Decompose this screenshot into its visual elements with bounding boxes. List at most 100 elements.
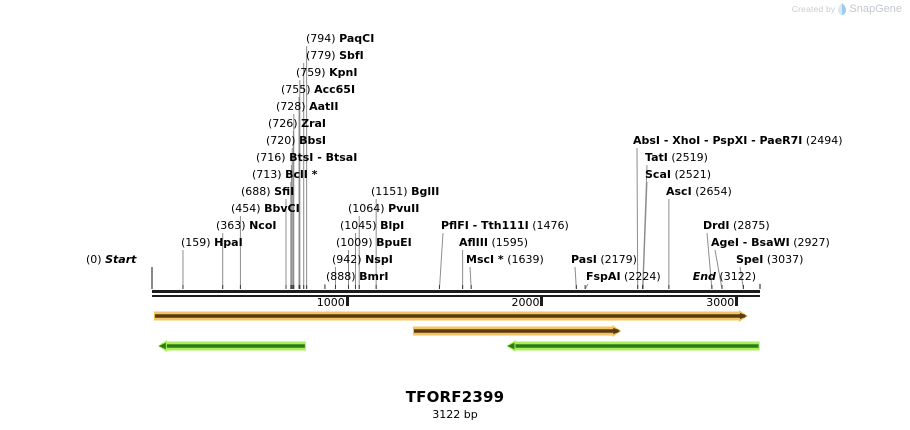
enzyme-name: SpeI [736,253,764,266]
end-text: End [692,270,716,283]
enzyme-position: (1045) [340,219,377,232]
enzyme-position: (755) [281,83,311,96]
enzyme-name: PasI [571,253,597,266]
enzyme-position: (1064) [348,202,385,215]
enzyme-name: BlpI [380,219,405,232]
ruler-primary-bar [152,290,760,293]
restriction-site-label: AflIII (1595) [459,237,528,249]
start-terminus-label: (0) Start [86,254,136,266]
sequence-length: 3122 bp [432,408,478,421]
restriction-site-label: (1009) BpuEI [336,237,412,249]
restriction-site-label: SpeI (3037) [736,254,803,266]
restriction-site-label: PflFI - Tth111I (1476) [441,220,569,232]
snapgene-flask-icon [838,3,847,15]
enzyme-name: BclI * [285,168,318,181]
restriction-site-label: (728) AatII [276,101,338,113]
leader-line [438,232,444,290]
leader-line [739,266,744,290]
end-position: (3122) [719,270,756,283]
enzyme-position: (1639) [507,253,544,266]
enzyme-position: (3037) [766,253,804,266]
enzyme-position: (716) [256,151,286,164]
restriction-site-label: MscI * (1639) [466,254,544,266]
enzyme-position: (794) [306,32,336,45]
enzyme-name: FspAI [586,270,621,283]
enzyme-name: TatI [645,151,668,164]
restriction-site-label: (1064) PvuII [348,203,419,215]
restriction-site-label: (713) BclI * [252,169,317,181]
restriction-site-label: PasI (2179) [571,254,637,266]
restriction-site-label: (688) SfiI [241,186,294,198]
enzyme-position: (2927) [793,236,830,249]
enzyme-position: (2654) [695,185,732,198]
restriction-site-label: (720) BbsI [266,135,326,147]
feature-arrow-head [739,312,747,320]
enzyme-name: HpaI [214,236,243,249]
enzyme-position: (728) [276,100,306,113]
enzyme-name: KpnI [329,66,358,79]
restriction-site-label: DrdI (2875) [703,220,770,232]
enzyme-position: (779) [306,49,336,62]
enzyme-name: BglII [411,185,440,198]
enzyme-position: (363) [216,219,246,232]
enzyme-name: DrdI [703,219,730,232]
enzyme-position: (2875) [733,219,770,232]
enzyme-name: ZraI [301,117,327,130]
enzyme-position: (159) [181,236,211,249]
enzyme-name: ScaI [645,168,671,181]
enzyme-position: (720) [266,134,296,147]
ruler-tick-label-1000: 1000 [316,296,345,309]
ruler-tick-label-2000: 2000 [511,296,540,309]
enzyme-name: PvuII [388,202,420,215]
restriction-site-label: AgeI - BsaWI (2927) [711,237,830,249]
leader-line [714,249,723,290]
restriction-site-label: (1151) BglII [371,186,439,198]
enzyme-position: (1009) [336,236,373,249]
ruler-tick-label-3000: 3000 [706,296,735,309]
restriction-site-label: (755) Acc65I [281,84,355,96]
sequence-name: TFORF2399 [405,388,505,406]
enzyme-position: (726) [268,117,298,130]
enzyme-position: (454) [231,202,261,215]
enzyme-name: BbsI [299,134,326,147]
restriction-site-label: AbsI - XhoI - PspXI - PaeR7I (2494) [633,135,842,147]
enzyme-position: (942) [332,253,362,266]
enzyme-position: (1595) [491,236,529,249]
enzyme-name: BmrI [359,270,389,283]
feature-arrow-head [158,342,166,350]
enzyme-position: (1476) [532,219,569,232]
enzyme-position: (1151) [371,185,408,198]
leader-line [636,147,639,290]
watermark-brand: SnapGene [849,3,902,15]
enzyme-name: SfiI [274,185,295,198]
restriction-site-label: (779) SbfI [306,50,364,62]
restriction-site-label: (759) KpnI [296,67,357,79]
feature-arrow [153,310,748,322]
restriction-site-label: (942) NspI [332,254,393,266]
ruler-secondary-bar [152,295,760,297]
start-position: (0) [86,253,102,266]
enzyme-name: NcoI [249,219,277,232]
end-terminus-label: End (3122) [693,271,756,283]
start-text: Start [105,253,137,266]
enzyme-name: BtsI - BtsaI [289,151,358,164]
restriction-site-label: (454) BbvCI [231,203,300,215]
enzyme-name: PflFI - Tth111I [441,219,529,232]
feature-arrow-head [613,327,621,335]
enzyme-name: AatII [309,100,339,113]
enzyme-position: (2179) [600,253,637,266]
enzyme-name: BbvCI [264,202,300,215]
watermark-prefix: Created by [791,4,836,14]
enzyme-name: AgeI - BsaWI [711,236,790,249]
enzyme-position: (2519) [671,151,708,164]
enzyme-name: BpuEI [376,236,412,249]
enzyme-position: (2224) [624,270,661,283]
restriction-site-label: TatI (2519) [645,152,708,164]
map-title-block: TFORF2399 3122 bp [0,388,910,421]
feature-arrow [506,340,760,352]
ruler-tick-mark [735,297,739,306]
restriction-site-label: (888) BmrI [326,271,388,283]
enzyme-name: Acc65I [314,83,356,96]
